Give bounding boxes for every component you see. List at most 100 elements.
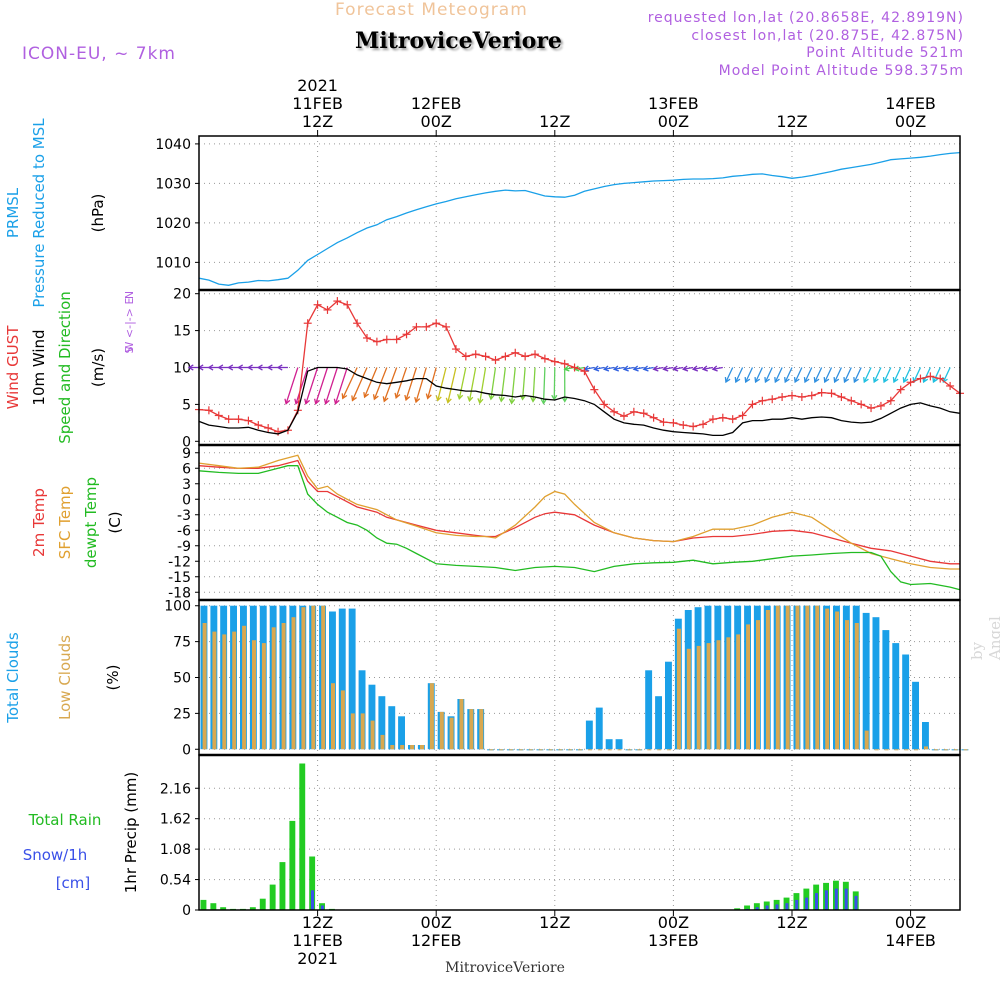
wind-direction-arrow <box>583 365 595 372</box>
wind-direction-arrow <box>922 367 931 384</box>
gust-marker <box>353 319 362 328</box>
bar-low-clouds <box>765 610 770 750</box>
gust-marker <box>886 396 895 405</box>
bar-low-clouds <box>499 749 504 751</box>
wind-arrow-shaft <box>285 367 299 404</box>
wind-arrow-shaft <box>834 367 842 383</box>
gust-marker <box>708 415 717 424</box>
gust-marker <box>313 300 322 309</box>
bar-low-clouds <box>331 683 335 750</box>
wind-arrow-shaft <box>458 367 467 399</box>
model-label: ICON-EU, ~ 7km <box>22 44 176 64</box>
bar-low-clouds <box>301 607 306 750</box>
series-line-sfc-temp <box>198 454 960 570</box>
bar-total-clouds <box>655 696 662 750</box>
bar-total-clouds <box>645 670 653 750</box>
wind-direction-arrow <box>691 365 704 372</box>
bar-low-clouds <box>696 645 701 750</box>
y-tick-label: -3 <box>177 508 191 524</box>
gust-marker <box>619 412 628 421</box>
bar-total-clouds <box>378 696 386 750</box>
bar-total-rain <box>200 899 207 910</box>
bar-low-clouds <box>281 623 286 750</box>
bar-snow-1h <box>785 903 789 910</box>
gust-marker <box>570 363 579 372</box>
wind-arrow-shaft <box>351 367 368 401</box>
gust-marker <box>402 330 411 339</box>
bar-low-clouds <box>508 749 513 751</box>
bar-total-clouds <box>595 707 603 750</box>
wind-arrow-head <box>603 365 610 372</box>
gust-marker <box>748 400 757 409</box>
bar-low-clouds <box>202 623 207 750</box>
wind-direction-arrow <box>793 367 803 384</box>
bar-low-clouds <box>785 605 790 750</box>
wind-arrow-head <box>711 365 718 372</box>
wind-direction-arrow <box>744 367 754 384</box>
wind-direction-arrow <box>187 364 199 371</box>
series-line-2m-temp <box>198 459 960 565</box>
wind-arrow-shaft <box>913 367 922 383</box>
wind-arrow-shaft <box>764 367 773 383</box>
bar-low-clouds <box>380 734 385 750</box>
bar-low-clouds <box>578 749 583 751</box>
bar-snow-1h <box>775 904 779 910</box>
panel-label: Total Rain <box>28 811 102 829</box>
bar-low-clouds <box>657 749 662 751</box>
gust-marker <box>679 421 688 430</box>
x-tick-label-top: 00Z <box>421 112 452 131</box>
wind-arrow-shaft <box>804 367 813 383</box>
x-tick-label-bottom: 12Z <box>302 913 333 932</box>
wind-arrow-shaft <box>843 367 852 383</box>
gust-marker <box>303 319 312 328</box>
wind-arrow-shaft <box>653 366 664 370</box>
compass-south: S <box>123 346 136 353</box>
wind-arrow-head <box>477 398 484 405</box>
bar-total-clouds <box>358 670 366 750</box>
wind-arrow-head <box>873 376 879 384</box>
wind-arrow-head <box>284 398 291 405</box>
wind-direction-arrow <box>873 367 882 384</box>
gust-marker <box>590 385 599 394</box>
wind-direction-arrow <box>404 367 418 402</box>
wind-direction-arrow <box>382 367 398 403</box>
y-tick-label: 1.62 <box>160 812 191 828</box>
bar-total-clouds <box>892 643 900 750</box>
wind-arrow-head <box>540 398 547 405</box>
gust-marker <box>610 407 619 416</box>
wind-direction-arrow <box>217 364 229 371</box>
bar-low-clouds <box>924 746 928 750</box>
bar-snow-1h <box>815 893 818 910</box>
y-tick-label: 5 <box>182 397 191 413</box>
bar-low-clouds <box>627 749 632 751</box>
wind-arrow-shaft <box>437 367 447 401</box>
gust-marker <box>451 345 460 354</box>
bar-low-clouds <box>597 749 602 751</box>
bar-low-clouds <box>439 711 444 750</box>
series-line-10m-wind <box>198 366 961 437</box>
x-tick-label-bottom: 12Z <box>776 913 807 932</box>
y-tick-label: 10 <box>173 361 191 377</box>
gust-marker <box>600 400 609 409</box>
bar-low-clouds <box>568 749 573 751</box>
x-tick-label-bottom: 00Z <box>658 913 689 932</box>
wind-direction-arrow <box>833 367 842 384</box>
wind-direction-arrow <box>652 365 664 372</box>
gust-marker <box>511 348 520 357</box>
x-tick-label-bottom: 2021 <box>297 949 338 968</box>
wind-arrow-shaft <box>702 366 714 370</box>
bar-low-clouds <box>538 749 543 751</box>
panel-label: 2m Temp <box>30 488 48 557</box>
wind-arrow-head <box>744 376 751 384</box>
bar-total-clouds <box>585 720 593 750</box>
x-tick-label-top: 14FEB <box>885 94 936 113</box>
panel-label: 1hr Precip (mm) <box>122 772 140 893</box>
wind-direction-arrow <box>823 367 833 384</box>
bar-snow-1h <box>320 905 324 910</box>
wind-direction-arrow <box>333 367 348 405</box>
wind-direction-arrow <box>197 364 209 371</box>
bar-total-rain <box>279 862 286 910</box>
wind-direction-arrow <box>540 367 547 405</box>
wind-arrow-head <box>652 365 659 372</box>
wind-direction-arrow <box>734 367 744 384</box>
